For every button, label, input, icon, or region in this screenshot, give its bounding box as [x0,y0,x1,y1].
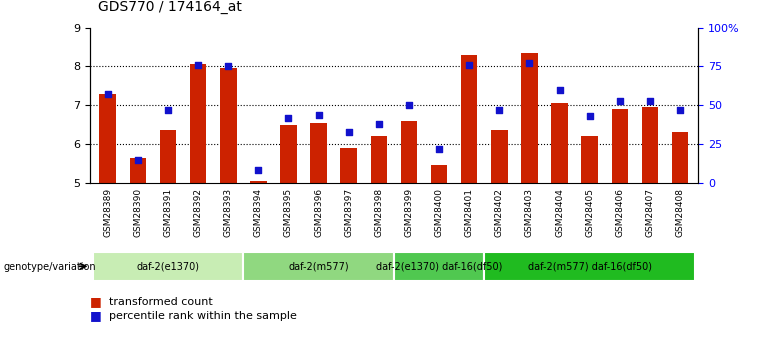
Point [523,60,536,66]
Text: GSM28402: GSM28402 [495,188,504,237]
Point [402,102,415,108]
Bar [310,123,327,183]
Bar [280,125,296,183]
Point [132,157,144,162]
Text: GSM28394: GSM28394 [254,188,263,237]
Text: GSM28406: GSM28406 [615,188,624,237]
Text: daf-2(e1370) daf-16(df50): daf-2(e1370) daf-16(df50) [376,262,502,272]
Text: transformed count: transformed count [109,297,213,307]
Bar [642,107,658,183]
Point [674,107,686,112]
Text: GSM28400: GSM28400 [434,188,444,237]
Bar [93,252,243,281]
Point [101,92,114,97]
Text: GSM28403: GSM28403 [525,188,534,237]
Bar [340,148,357,183]
Point [644,98,656,104]
Text: GSM28397: GSM28397 [344,188,353,237]
Text: GSM28392: GSM28392 [193,188,203,237]
Text: GSM28399: GSM28399 [405,188,413,237]
Point [433,146,445,151]
Bar [672,132,688,183]
Text: percentile rank within the sample: percentile rank within the sample [109,311,297,321]
Text: daf-2(m577) daf-16(df50): daf-2(m577) daf-16(df50) [528,262,651,272]
Text: GSM28393: GSM28393 [224,188,232,237]
Text: GSM28398: GSM28398 [374,188,383,237]
Bar [401,121,417,183]
Point [312,112,324,117]
Bar [220,68,236,183]
Bar [581,136,598,183]
Bar [551,103,568,183]
Text: GSM28407: GSM28407 [645,188,654,237]
Bar [491,130,508,183]
Bar [250,181,267,183]
Bar [129,158,146,183]
Point [342,129,355,134]
Text: daf-2(e1370): daf-2(e1370) [136,262,200,272]
Text: GSM28401: GSM28401 [465,188,473,237]
Text: ■: ■ [90,295,101,308]
Bar [484,252,695,281]
Bar [190,65,207,183]
Point [493,107,505,112]
Text: GSM28391: GSM28391 [164,188,172,237]
Bar [461,55,477,183]
Bar [243,252,394,281]
Text: GSM28396: GSM28396 [314,188,323,237]
Point [282,115,295,120]
Point [252,168,264,173]
Text: GSM28408: GSM28408 [675,188,685,237]
Point [222,63,235,69]
Point [614,98,626,104]
Bar [521,53,537,183]
Bar [100,93,116,183]
Text: GSM28404: GSM28404 [555,188,564,237]
Text: GDS770 / 174164_at: GDS770 / 174164_at [98,0,241,14]
Point [192,62,204,68]
Point [161,107,174,112]
Bar [612,109,628,183]
Text: ■: ■ [90,309,101,322]
Point [463,62,476,68]
Bar [431,165,448,183]
Bar [394,252,484,281]
Text: GSM28389: GSM28389 [103,188,112,237]
Bar [160,130,176,183]
Point [373,121,385,127]
Text: GSM28405: GSM28405 [585,188,594,237]
Point [583,113,596,119]
Text: genotype/variation: genotype/variation [4,262,97,272]
Point [553,87,566,92]
Bar [370,136,387,183]
Text: GSM28395: GSM28395 [284,188,293,237]
Text: daf-2(m577): daf-2(m577) [289,262,349,272]
Text: GSM28390: GSM28390 [133,188,143,237]
